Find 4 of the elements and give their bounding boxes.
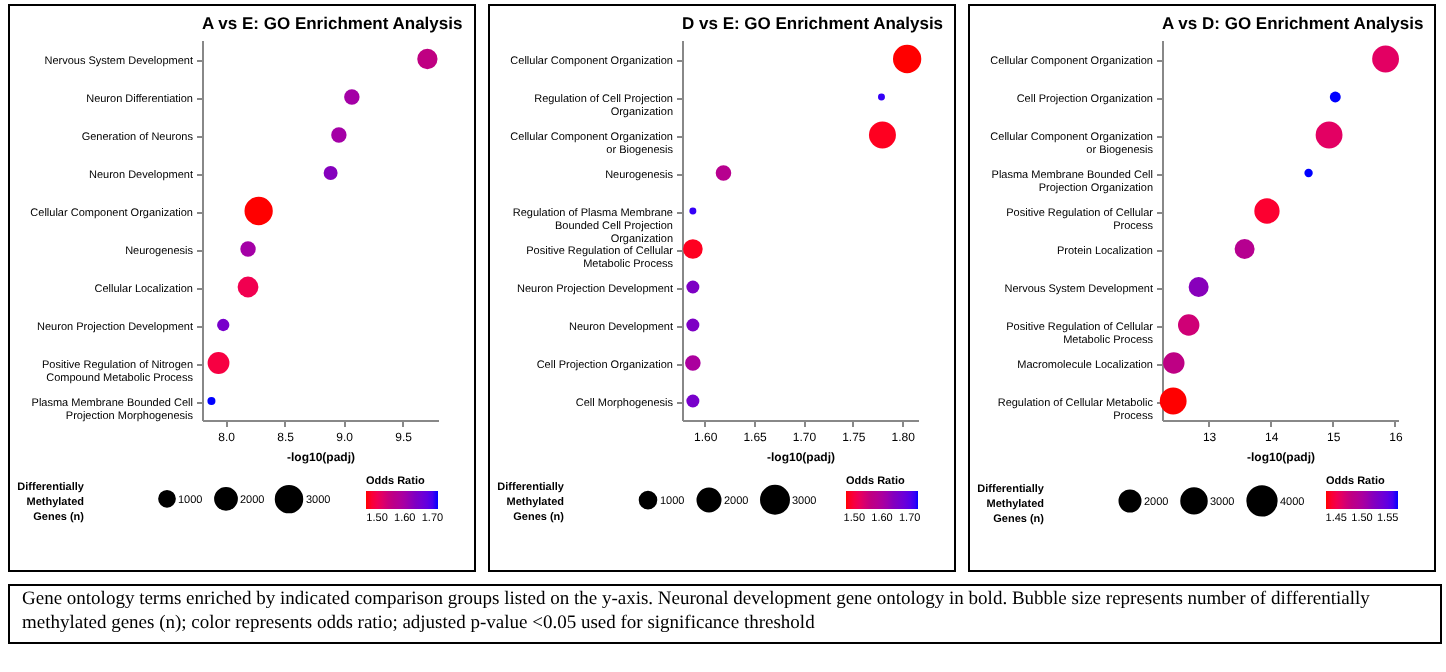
chart-title: A vs D: GO Enrichment Analysis	[1162, 13, 1424, 33]
chart-title: D vs E: GO Enrichment Analysis	[682, 13, 944, 33]
chart-title: A vs E: GO Enrichment Analysis	[202, 13, 463, 33]
text: Gene ontology terms enriched by indicated comparison groups listed on the y-axis. Neuronal development gene ontology in bold. Bubble size represents number of differentially methylated genes (n); color represents odds ratio; adjusted p-value <0.05 used for significance threshold	[8, 584, 1442, 644]
